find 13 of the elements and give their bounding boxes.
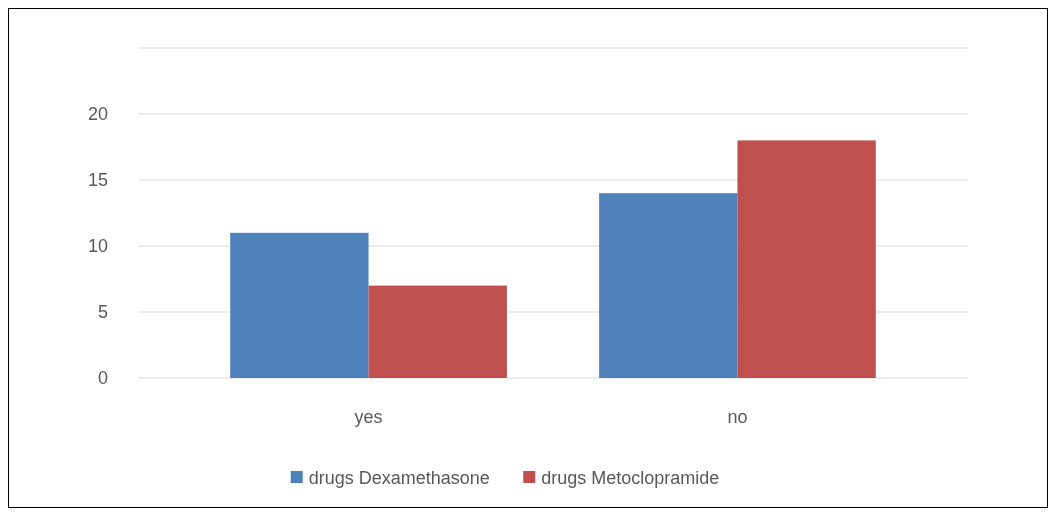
- bar: [737, 140, 876, 378]
- y-tick-label: 10: [87, 236, 108, 257]
- bar: [230, 232, 369, 378]
- bar: [599, 193, 738, 378]
- y-tick-label: 20: [87, 104, 108, 125]
- y-tick-label: 5: [97, 302, 108, 323]
- x-tick-label: no: [727, 407, 748, 427]
- x-tick-label: yes: [354, 407, 383, 427]
- legend-label: drugs Dexamethasone: [308, 468, 490, 489]
- y-tick-label: 0: [97, 368, 108, 389]
- bar: [368, 285, 507, 378]
- legend-label: drugs Metoclopramide: [541, 468, 720, 489]
- y-tick-label: 15: [87, 170, 108, 191]
